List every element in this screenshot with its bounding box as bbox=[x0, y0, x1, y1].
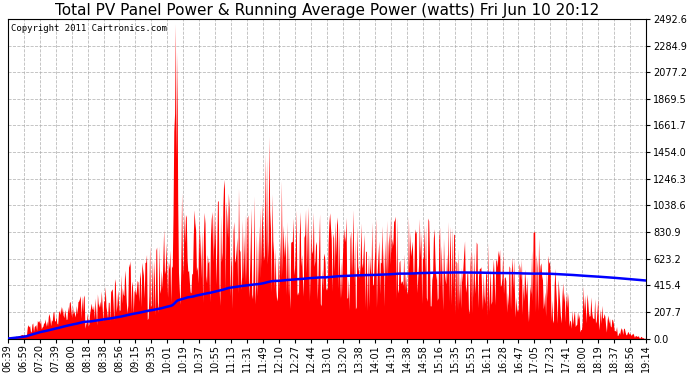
Title: Total PV Panel Power & Running Average Power (watts) Fri Jun 10 20:12: Total PV Panel Power & Running Average P… bbox=[55, 3, 599, 18]
Text: Copyright 2011 Cartronics.com: Copyright 2011 Cartronics.com bbox=[11, 24, 167, 33]
